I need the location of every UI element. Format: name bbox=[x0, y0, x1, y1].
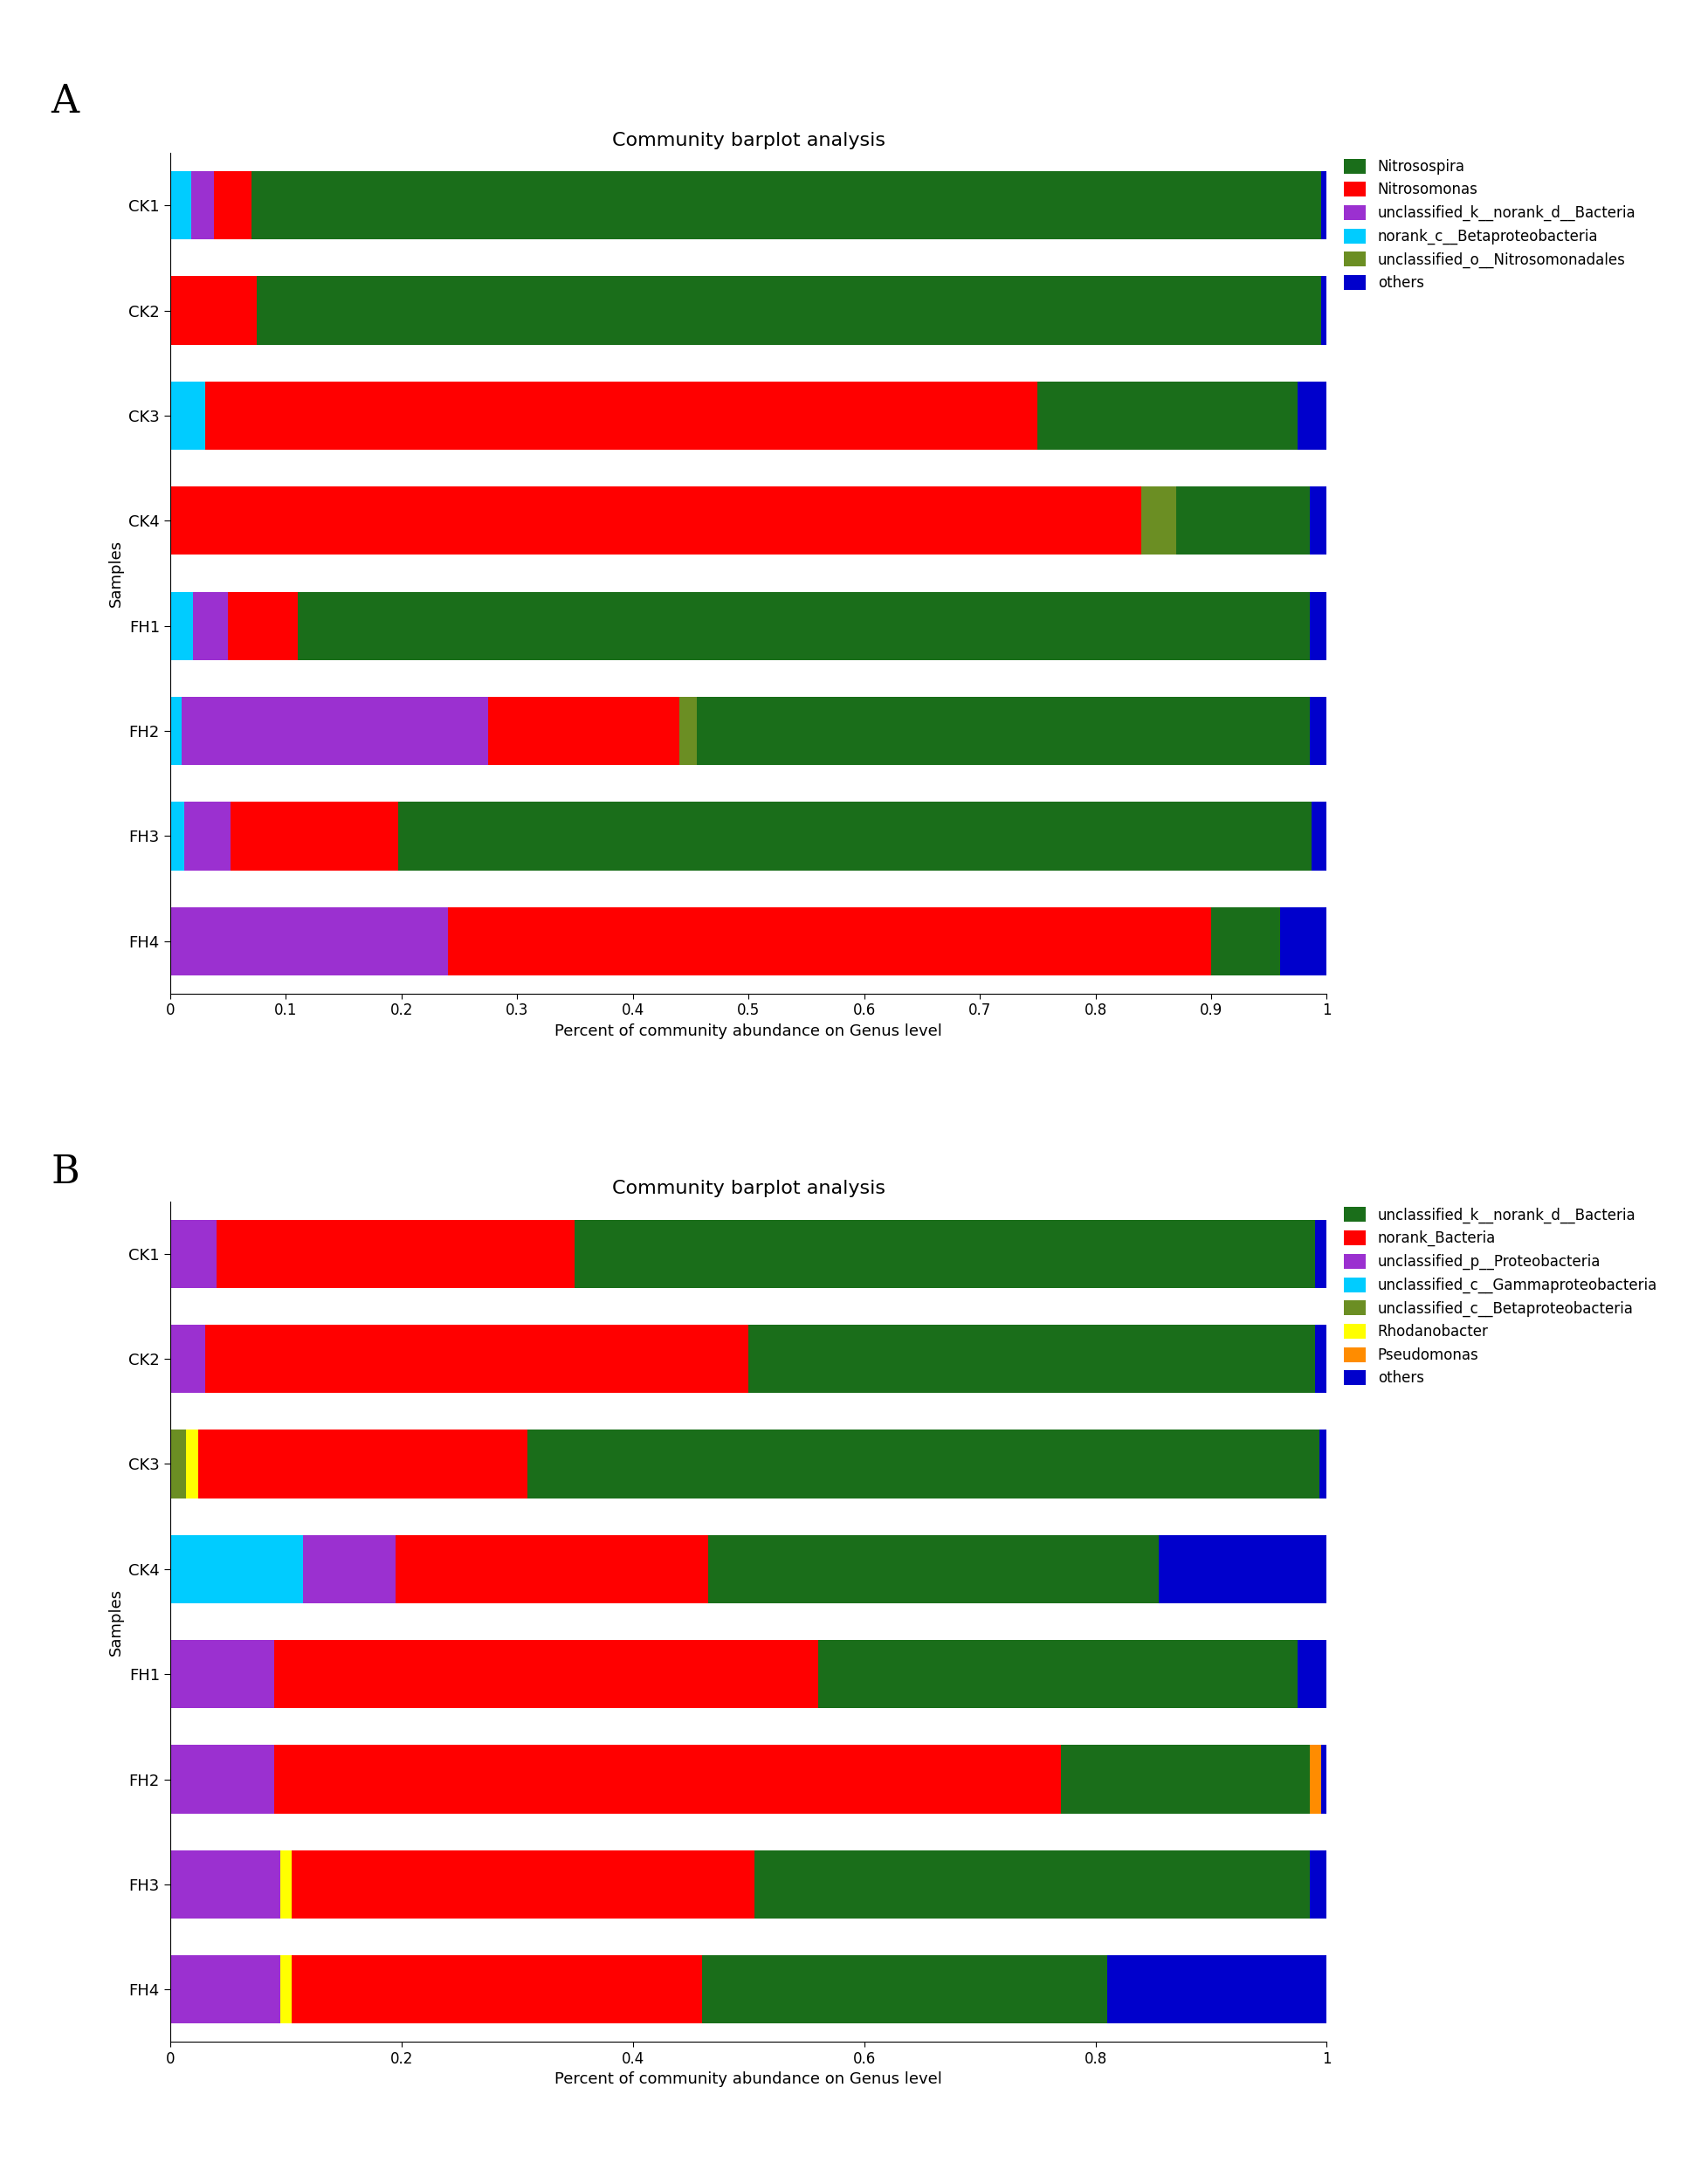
Bar bbox=[170, 277, 257, 345]
Bar bbox=[1211, 906, 1281, 976]
Bar bbox=[274, 1640, 818, 1708]
Bar bbox=[204, 382, 1038, 450]
Bar bbox=[398, 802, 1311, 869]
Bar bbox=[170, 1955, 281, 2025]
Bar bbox=[1310, 487, 1327, 555]
Bar bbox=[754, 1850, 1310, 1918]
Bar bbox=[696, 697, 1310, 764]
Bar bbox=[170, 1431, 187, 1498]
X-axis label: Percent of community abundance on Genus level: Percent of community abundance on Genus … bbox=[555, 1024, 942, 1040]
Bar bbox=[170, 170, 191, 240]
Bar bbox=[1310, 1745, 1322, 1813]
Bar bbox=[708, 1535, 1158, 1603]
Bar bbox=[679, 697, 696, 764]
Title: Community barplot analysis: Community barplot analysis bbox=[612, 1179, 885, 1197]
Bar bbox=[252, 170, 1322, 240]
Bar bbox=[170, 802, 184, 869]
Bar bbox=[191, 170, 214, 240]
Bar bbox=[527, 1431, 1320, 1498]
Bar bbox=[1310, 1850, 1327, 1918]
Bar bbox=[214, 170, 252, 240]
Bar bbox=[170, 1219, 216, 1289]
Bar bbox=[1310, 697, 1327, 764]
Bar bbox=[1061, 1745, 1310, 1813]
Bar bbox=[1298, 1640, 1327, 1708]
Bar bbox=[170, 697, 182, 764]
Bar bbox=[274, 1745, 1061, 1813]
Bar bbox=[1158, 1535, 1327, 1603]
Bar bbox=[1315, 1219, 1327, 1289]
Bar bbox=[228, 592, 298, 660]
Bar bbox=[197, 1431, 527, 1498]
Bar bbox=[1310, 592, 1327, 660]
Bar bbox=[281, 1850, 291, 1918]
Bar bbox=[488, 697, 679, 764]
Bar bbox=[216, 1219, 575, 1289]
Bar bbox=[1322, 277, 1327, 345]
Bar bbox=[170, 487, 1141, 555]
Bar bbox=[1322, 1745, 1327, 1813]
Bar bbox=[1320, 1431, 1327, 1498]
Bar bbox=[257, 277, 1322, 345]
Bar bbox=[170, 382, 204, 450]
Y-axis label: Samples: Samples bbox=[107, 539, 124, 607]
Bar bbox=[1322, 170, 1327, 240]
Bar bbox=[170, 906, 447, 976]
Bar bbox=[170, 592, 194, 660]
Text: B: B bbox=[51, 1153, 80, 1190]
Bar bbox=[1107, 1955, 1327, 2025]
Bar bbox=[204, 1326, 748, 1393]
Bar bbox=[170, 1850, 281, 1918]
Bar bbox=[291, 1850, 754, 1918]
Bar bbox=[818, 1640, 1298, 1708]
Bar bbox=[170, 1745, 274, 1813]
Bar bbox=[396, 1535, 708, 1603]
Bar bbox=[298, 592, 1310, 660]
Legend: Nitrosospira, Nitrosomonas, unclassified_k__norank_d__Bacteria, norank_c__Betapr: Nitrosospira, Nitrosomonas, unclassified… bbox=[1339, 153, 1641, 297]
Bar bbox=[703, 1955, 1107, 2025]
Legend: unclassified_k__norank_d__Bacteria, norank_Bacteria, unclassified_p__Proteobacte: unclassified_k__norank_d__Bacteria, nora… bbox=[1339, 1201, 1664, 1391]
Bar bbox=[303, 1535, 396, 1603]
Bar bbox=[1038, 382, 1298, 450]
Bar bbox=[170, 1640, 274, 1708]
Bar bbox=[291, 1955, 703, 2025]
Bar bbox=[1177, 487, 1310, 555]
Bar bbox=[575, 1219, 1315, 1289]
Bar bbox=[1315, 1326, 1327, 1393]
Bar bbox=[1298, 382, 1327, 450]
Bar bbox=[230, 802, 398, 869]
Bar bbox=[170, 1535, 303, 1603]
Text: A: A bbox=[51, 83, 78, 120]
Bar bbox=[748, 1326, 1315, 1393]
Bar bbox=[1141, 487, 1177, 555]
Bar bbox=[1311, 802, 1327, 869]
Bar bbox=[184, 802, 230, 869]
Y-axis label: Samples: Samples bbox=[107, 1588, 124, 1655]
Bar bbox=[182, 697, 488, 764]
Bar bbox=[281, 1955, 291, 2025]
Bar bbox=[194, 592, 228, 660]
Title: Community barplot analysis: Community barplot analysis bbox=[612, 131, 885, 149]
Bar bbox=[187, 1431, 197, 1498]
Bar bbox=[447, 906, 1211, 976]
Bar bbox=[1281, 906, 1327, 976]
Bar bbox=[170, 1326, 204, 1393]
X-axis label: Percent of community abundance on Genus level: Percent of community abundance on Genus … bbox=[555, 2073, 942, 2088]
